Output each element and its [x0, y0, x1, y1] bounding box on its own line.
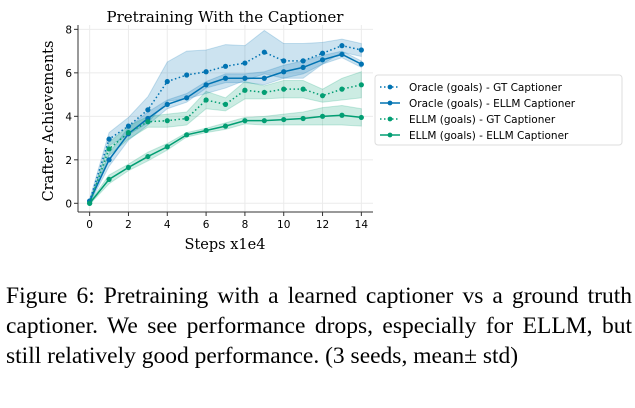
- legend-marker: [387, 84, 393, 90]
- data-point: [106, 157, 112, 163]
- data-point: [242, 60, 248, 66]
- data-point: [203, 69, 209, 75]
- data-point: [281, 69, 287, 75]
- x-tick-label: 12: [316, 219, 329, 231]
- data-point: [319, 57, 326, 63]
- y-tick-label: 4: [65, 111, 72, 123]
- data-point: [164, 101, 170, 107]
- data-point: [261, 49, 267, 55]
- data-point: [300, 86, 306, 92]
- data-point: [145, 119, 151, 125]
- y-tick-label: 6: [65, 68, 72, 80]
- data-point: [222, 75, 229, 81]
- data-point: [358, 61, 364, 67]
- data-point: [222, 63, 229, 69]
- data-point: [203, 82, 209, 88]
- data-point: [358, 47, 364, 53]
- data-point: [300, 58, 306, 64]
- data-point: [319, 50, 326, 56]
- legend-label: ELLM (goals) - ELLM Captioner: [409, 130, 569, 142]
- legend-marker: [387, 116, 393, 122]
- data-point: [300, 64, 306, 71]
- std-band: [89, 71, 362, 205]
- std-band: [89, 50, 362, 204]
- data-point: [319, 93, 326, 99]
- x-tick-label: 14: [355, 219, 369, 231]
- y-axis-label: Crafter Achievements: [41, 41, 57, 202]
- data-point: [319, 113, 326, 119]
- data-point: [184, 95, 190, 101]
- data-point: [164, 118, 170, 124]
- data-point: [358, 82, 364, 88]
- x-tick-label: 0: [86, 219, 93, 231]
- legend-marker: [387, 100, 393, 106]
- data-point: [339, 51, 345, 57]
- data-point: [222, 101, 229, 107]
- data-point: [281, 58, 287, 64]
- data-point: [203, 97, 209, 103]
- legend-label: Oracle (goals) - GT Captioner: [409, 82, 563, 94]
- data-point: [87, 200, 93, 206]
- data-point: [203, 127, 209, 134]
- data-point: [106, 146, 112, 152]
- std-band: [89, 29, 362, 204]
- data-point: [164, 144, 170, 150]
- data-point: [106, 176, 112, 182]
- data-point: [281, 116, 287, 123]
- data-point: [300, 115, 306, 122]
- data-point: [145, 153, 151, 160]
- data-point: [106, 136, 112, 142]
- figure-caption: Figure 6: Pretraining with a learned cap…: [6, 283, 632, 369]
- chart: Pretraining With the Captioner Crafter A…: [41, 8, 623, 253]
- legend-label: Oracle (goals) - ELLM Captioner: [409, 98, 576, 110]
- x-tick-label: 10: [277, 219, 290, 231]
- data-point: [184, 72, 190, 78]
- data-point: [242, 75, 248, 81]
- data-point: [164, 78, 170, 85]
- data-point: [358, 114, 364, 121]
- data-point: [184, 132, 190, 138]
- y-tick-label: 8: [65, 24, 72, 36]
- data-point: [222, 123, 229, 129]
- data-point: [242, 118, 248, 124]
- x-tick-label: 6: [203, 219, 210, 231]
- data-point: [339, 43, 345, 49]
- data-point: [339, 112, 345, 118]
- data-point: [261, 89, 267, 96]
- y-tick-label: 2: [65, 155, 72, 167]
- x-tick-label: 8: [242, 219, 249, 231]
- chart-title: Pretraining With the Captioner: [107, 8, 345, 26]
- legend-label: ELLM (goals) - GT Captioner: [409, 114, 556, 126]
- x-axis-label: Steps x1e4: [185, 237, 266, 253]
- data-point: [242, 87, 248, 93]
- data-point: [125, 130, 132, 136]
- data-point: [261, 118, 267, 124]
- data-point: [125, 164, 132, 171]
- y-tick-label: 0: [65, 198, 72, 210]
- data-point: [339, 86, 345, 92]
- data-point: [184, 115, 190, 122]
- x-tick-label: 4: [164, 219, 171, 231]
- data-point: [261, 75, 267, 81]
- data-point: [145, 107, 151, 113]
- legend-box: [374, 74, 623, 146]
- x-tick-label: 2: [125, 219, 132, 231]
- legend-marker: [387, 132, 393, 138]
- data-point: [125, 123, 132, 129]
- data-point: [281, 86, 287, 92]
